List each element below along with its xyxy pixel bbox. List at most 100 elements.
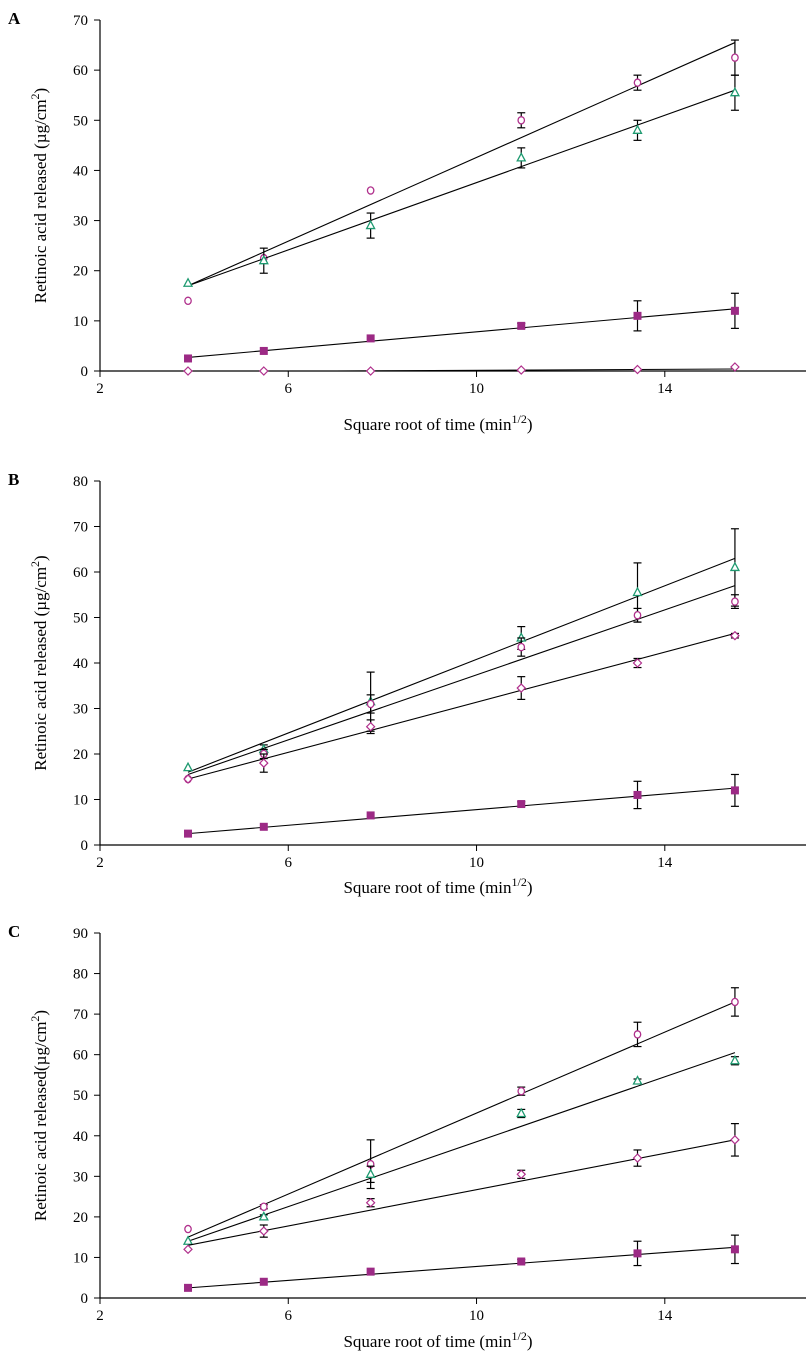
x-axis-title-main: Square root of time (min bbox=[343, 1332, 512, 1351]
data-point-circle bbox=[633, 1030, 642, 1039]
panel-label: C bbox=[8, 922, 20, 941]
data-point-diamond bbox=[516, 683, 527, 693]
series-diamond bbox=[183, 630, 740, 784]
x-axis-title: Square root of time (min1/2) bbox=[343, 875, 532, 897]
y-tick-label: 30 bbox=[73, 702, 88, 718]
data-point-triangle bbox=[258, 1211, 269, 1221]
y-axis-title-tail: ) bbox=[31, 88, 50, 94]
y-axis-title-superscript: 2 bbox=[28, 561, 42, 567]
data-point-circle bbox=[184, 296, 192, 306]
data-point-diamond bbox=[632, 658, 643, 668]
data-point-triangle bbox=[632, 124, 643, 134]
x-tick-label: 14 bbox=[657, 381, 673, 397]
data-point-diamond bbox=[183, 774, 193, 784]
chart-a-svg: A 0 10 20 30 40 50 60 70 2 6 10 14 Square root of tim… bbox=[8, 9, 806, 434]
x-tick-label: 6 bbox=[285, 381, 293, 397]
data-point-square bbox=[633, 311, 642, 320]
data-point-triangle bbox=[182, 761, 194, 772]
data-point-square bbox=[730, 1245, 739, 1254]
data-point-diamond bbox=[258, 1226, 269, 1236]
x-tick-label: 2 bbox=[96, 1308, 104, 1324]
data-point-diamond bbox=[365, 366, 376, 376]
data-point-diamond bbox=[365, 1197, 376, 1208]
trend-line bbox=[187, 1052, 736, 1242]
x-tick-label: 14 bbox=[657, 855, 673, 871]
y-tick-label: 10 bbox=[73, 1250, 88, 1266]
y-tick-label: 0 bbox=[81, 1291, 89, 1307]
y-tick-label: 20 bbox=[73, 1210, 88, 1226]
data-point-square bbox=[184, 829, 193, 838]
y-tick-label: 10 bbox=[73, 793, 88, 809]
data-point-diamond bbox=[183, 366, 193, 376]
data-point-circle bbox=[366, 186, 375, 195]
series-square bbox=[184, 773, 739, 838]
series-diamond bbox=[183, 362, 740, 376]
y-axis-title-superscript: 2 bbox=[28, 1016, 42, 1022]
y-axis-title-main: Retinoic acid released(µg/cm bbox=[31, 1022, 50, 1222]
data-point-triangle bbox=[516, 152, 527, 162]
y-tick-label: 80 bbox=[73, 474, 88, 490]
data-point-diamond bbox=[258, 758, 269, 768]
data-point-circle bbox=[366, 699, 375, 709]
x-axis-title-main: Square root of time (min bbox=[343, 415, 512, 434]
data-point-triangle bbox=[182, 1235, 194, 1245]
data-point-circle bbox=[517, 1086, 526, 1096]
data-point-diamond bbox=[632, 364, 643, 375]
data-point-triangle bbox=[729, 561, 741, 572]
x-axis-title: Square root of time (min1/2) bbox=[343, 1329, 532, 1351]
trend-line bbox=[187, 1139, 736, 1246]
y-axis-title-main: Retinoic acid released (µg/cm bbox=[31, 567, 50, 771]
y-tick-label: 60 bbox=[73, 63, 88, 79]
trend-line bbox=[187, 42, 736, 287]
data-point-square bbox=[730, 786, 739, 795]
x-axis-title-tail: ) bbox=[527, 1332, 533, 1351]
y-tick-label: 50 bbox=[73, 1088, 88, 1104]
chart-panel-b: B 0 10 20 30 40 50 60 70 80 2 6 10 14 Square root of t… bbox=[0, 452, 808, 908]
trend-line bbox=[187, 308, 735, 359]
data-point-square bbox=[517, 1257, 526, 1266]
y-tick-label: 0 bbox=[81, 838, 89, 854]
data-point-circle bbox=[633, 610, 642, 620]
data-point-square bbox=[730, 306, 739, 315]
data-point-diamond bbox=[516, 1169, 527, 1180]
y-tick-label: 60 bbox=[73, 565, 88, 581]
data-point-triangle bbox=[516, 1107, 527, 1118]
x-tick-label: 6 bbox=[285, 855, 293, 871]
data-point-diamond bbox=[183, 1244, 193, 1255]
y-tick-label: 50 bbox=[73, 611, 88, 627]
data-point-square bbox=[184, 354, 193, 363]
data-point-diamond bbox=[365, 721, 376, 732]
chart-b-svg: B 0 10 20 30 40 50 60 70 80 2 6 10 14 Square root of t… bbox=[8, 470, 806, 897]
series-square bbox=[184, 1234, 739, 1292]
trend-line bbox=[187, 1001, 736, 1238]
data-point-square bbox=[259, 346, 268, 355]
data-point-diamond bbox=[730, 1134, 740, 1145]
data-point-square bbox=[366, 334, 375, 343]
y-axis-title: Retinoic acid released (µg/cm2) bbox=[28, 88, 50, 303]
x-tick-label: 6 bbox=[285, 1308, 293, 1324]
chart-panel-a: A 0 10 20 30 40 50 60 70 2 6 10 14 Square root of tim… bbox=[0, 0, 808, 450]
data-point-diamond bbox=[632, 1153, 643, 1163]
data-point-diamond bbox=[258, 366, 269, 376]
y-axis-title: Retinoic acid released (µg/cm2) bbox=[28, 555, 50, 770]
data-point-circle bbox=[633, 78, 642, 87]
x-axis-title-tail: ) bbox=[527, 878, 533, 897]
data-point-circle bbox=[259, 1202, 268, 1211]
trend-line bbox=[187, 89, 736, 287]
series-diamond bbox=[183, 1123, 740, 1255]
y-tick-label: 40 bbox=[73, 1129, 88, 1145]
data-point-triangle bbox=[632, 1075, 643, 1085]
y-axis-title: Retinoic acid released(µg/cm2) bbox=[28, 1010, 50, 1221]
y-tick-label: 70 bbox=[73, 520, 88, 536]
data-point-diamond bbox=[730, 362, 740, 372]
trend-line bbox=[187, 787, 735, 835]
y-tick-label: 20 bbox=[73, 747, 88, 763]
data-point-circle bbox=[731, 53, 739, 62]
data-point-square bbox=[259, 822, 268, 831]
y-axis-title-superscript: 2 bbox=[28, 93, 42, 99]
trend-line bbox=[187, 585, 736, 775]
data-point-triangle bbox=[258, 254, 269, 265]
y-tick-label: 60 bbox=[73, 1048, 88, 1064]
y-tick-label: 40 bbox=[73, 163, 88, 179]
series-triangle bbox=[182, 74, 741, 287]
